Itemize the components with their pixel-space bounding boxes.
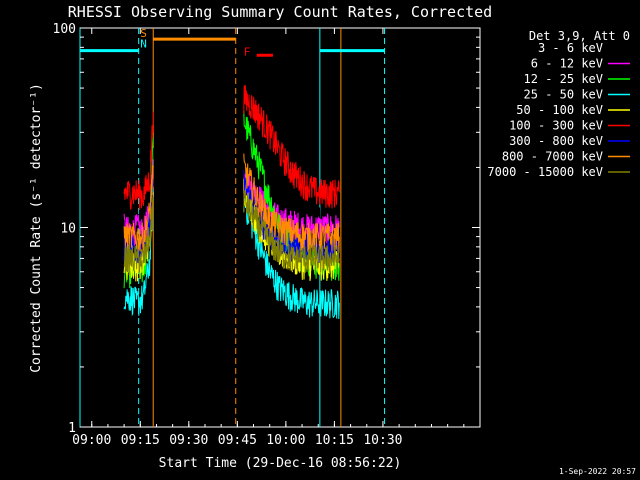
series-line-8-seg-1	[243, 190, 340, 275]
legend-label-6: 300 - 800 keV	[509, 134, 603, 148]
y-tick-label-0: 1	[68, 421, 76, 436]
annotations: SN F	[140, 27, 250, 58]
legend-label-2: 12 - 25 keV	[524, 72, 603, 86]
series-line-5-seg-1	[243, 84, 340, 209]
annotation-f: F	[244, 45, 251, 58]
annotation-s: S	[140, 27, 147, 40]
legend-label-8: 7000 - 15000 keV	[487, 165, 603, 179]
x-tick-label-0: 09:00	[72, 433, 111, 448]
x-tick-label-6: 10:30	[363, 433, 402, 448]
y-tick-label-2: 100	[53, 22, 76, 37]
y-axis-label: Corrected Count Rate (s⁻¹ detector⁻¹)	[29, 83, 44, 373]
series-line-3-seg-0	[123, 188, 154, 317]
annotation-n: N	[140, 37, 147, 50]
y-axis-ticks: 1 10 100	[53, 22, 480, 436]
series-line-8-seg-0	[123, 195, 154, 275]
y-tick-label-1: 10	[60, 222, 76, 237]
legend-label-1: 6 - 12 keV	[531, 57, 603, 71]
chart-title: RHESSI Observing Summary Count Rates, Co…	[68, 3, 492, 21]
x-tick-label-1: 09:15	[121, 433, 160, 448]
x-tick-label-2: 09:30	[169, 433, 208, 448]
legend-label-7: 800 - 7000 keV	[502, 150, 603, 164]
series-line-1-seg-1	[243, 173, 340, 244]
legend-label-5: 100 - 300 keV	[509, 119, 603, 133]
x-tick-label-4: 10:00	[266, 433, 305, 448]
legend-label-4: 50 - 100 keV	[516, 103, 603, 117]
x-tick-label-5: 10:15	[315, 433, 354, 448]
state-bars	[80, 37, 385, 57]
x-axis-label: Start Time (29-Dec-16 08:56:22)	[159, 456, 402, 471]
series-line-5-seg-0	[123, 111, 154, 211]
series-layer	[123, 84, 340, 320]
footer-date: 1-Sep-2022 20:57	[559, 467, 636, 476]
legend-label-3: 25 - 50 keV	[524, 88, 603, 102]
series-line-7-seg-1	[243, 153, 340, 254]
x-axis-ticks: 09:00 09:15 09:30 09:45 10:00 10:15 10:30	[72, 28, 481, 448]
x-tick-label-3: 09:45	[218, 433, 257, 448]
vertical-markers	[79, 28, 386, 427]
legend-title: Det 3,9, Att 0	[529, 29, 630, 43]
legend-label-0: 3 - 6 keV	[538, 41, 603, 55]
